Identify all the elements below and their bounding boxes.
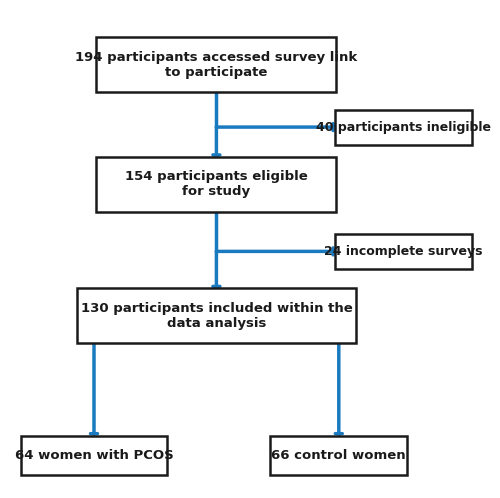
FancyBboxPatch shape bbox=[270, 436, 407, 476]
Text: 130 participants included within the
data analysis: 130 participants included within the dat… bbox=[80, 302, 352, 330]
FancyBboxPatch shape bbox=[96, 37, 336, 93]
Text: 24 incomplete surveys: 24 incomplete surveys bbox=[324, 245, 483, 258]
Text: 66 control women: 66 control women bbox=[272, 449, 406, 462]
Text: 194 participants accessed survey link
to participate: 194 participants accessed survey link to… bbox=[76, 51, 358, 79]
FancyBboxPatch shape bbox=[21, 436, 167, 476]
FancyBboxPatch shape bbox=[77, 288, 355, 344]
FancyBboxPatch shape bbox=[335, 234, 472, 269]
FancyBboxPatch shape bbox=[335, 110, 472, 144]
Text: 154 participants eligible
for study: 154 participants eligible for study bbox=[125, 170, 308, 199]
Text: 40 participants ineligible: 40 participants ineligible bbox=[316, 121, 491, 133]
Text: 64 women with PCOS: 64 women with PCOS bbox=[14, 449, 173, 462]
FancyBboxPatch shape bbox=[96, 157, 336, 212]
